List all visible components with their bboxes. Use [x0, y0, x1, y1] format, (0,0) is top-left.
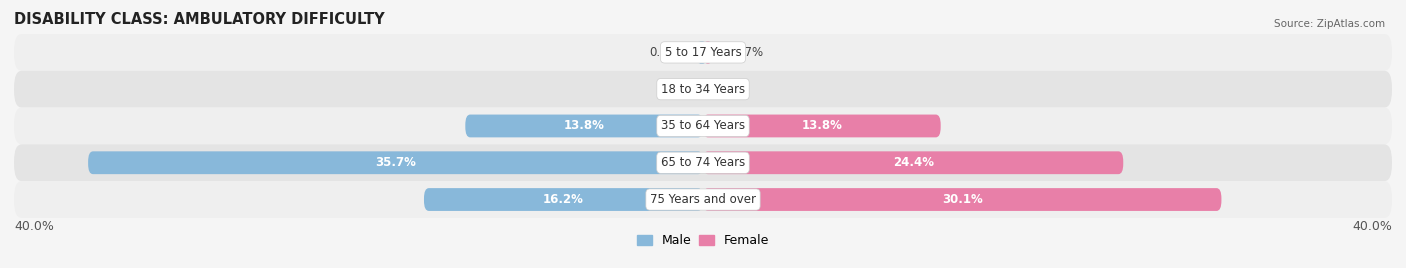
- Text: 0.14%: 0.14%: [650, 46, 686, 59]
- Text: DISABILITY CLASS: AMBULATORY DIFFICULTY: DISABILITY CLASS: AMBULATORY DIFFICULTY: [14, 12, 385, 27]
- Text: 5 to 17 Years: 5 to 17 Years: [665, 46, 741, 59]
- Text: 35.7%: 35.7%: [375, 156, 416, 169]
- Text: 0.57%: 0.57%: [727, 46, 763, 59]
- Text: 0.0%: 0.0%: [659, 83, 689, 96]
- Text: 24.4%: 24.4%: [893, 156, 934, 169]
- Text: 13.8%: 13.8%: [564, 120, 605, 132]
- FancyBboxPatch shape: [703, 188, 1222, 211]
- FancyBboxPatch shape: [699, 41, 706, 64]
- FancyBboxPatch shape: [703, 41, 713, 64]
- FancyBboxPatch shape: [89, 151, 703, 174]
- Text: Source: ZipAtlas.com: Source: ZipAtlas.com: [1274, 19, 1385, 29]
- Text: 40.0%: 40.0%: [1353, 220, 1392, 233]
- FancyBboxPatch shape: [14, 107, 1392, 144]
- FancyBboxPatch shape: [703, 114, 941, 137]
- Text: 35 to 64 Years: 35 to 64 Years: [661, 120, 745, 132]
- Text: 30.1%: 30.1%: [942, 193, 983, 206]
- Text: 75 Years and over: 75 Years and over: [650, 193, 756, 206]
- Text: 40.0%: 40.0%: [14, 220, 53, 233]
- Text: 18 to 34 Years: 18 to 34 Years: [661, 83, 745, 96]
- FancyBboxPatch shape: [14, 71, 1392, 107]
- Text: 16.2%: 16.2%: [543, 193, 583, 206]
- FancyBboxPatch shape: [703, 151, 1123, 174]
- Text: 13.8%: 13.8%: [801, 120, 842, 132]
- FancyBboxPatch shape: [465, 114, 703, 137]
- FancyBboxPatch shape: [14, 144, 1392, 181]
- Text: 0.0%: 0.0%: [717, 83, 747, 96]
- FancyBboxPatch shape: [14, 34, 1392, 71]
- FancyBboxPatch shape: [425, 188, 703, 211]
- Legend: Male, Female: Male, Female: [637, 234, 769, 247]
- Text: 65 to 74 Years: 65 to 74 Years: [661, 156, 745, 169]
- FancyBboxPatch shape: [14, 181, 1392, 218]
